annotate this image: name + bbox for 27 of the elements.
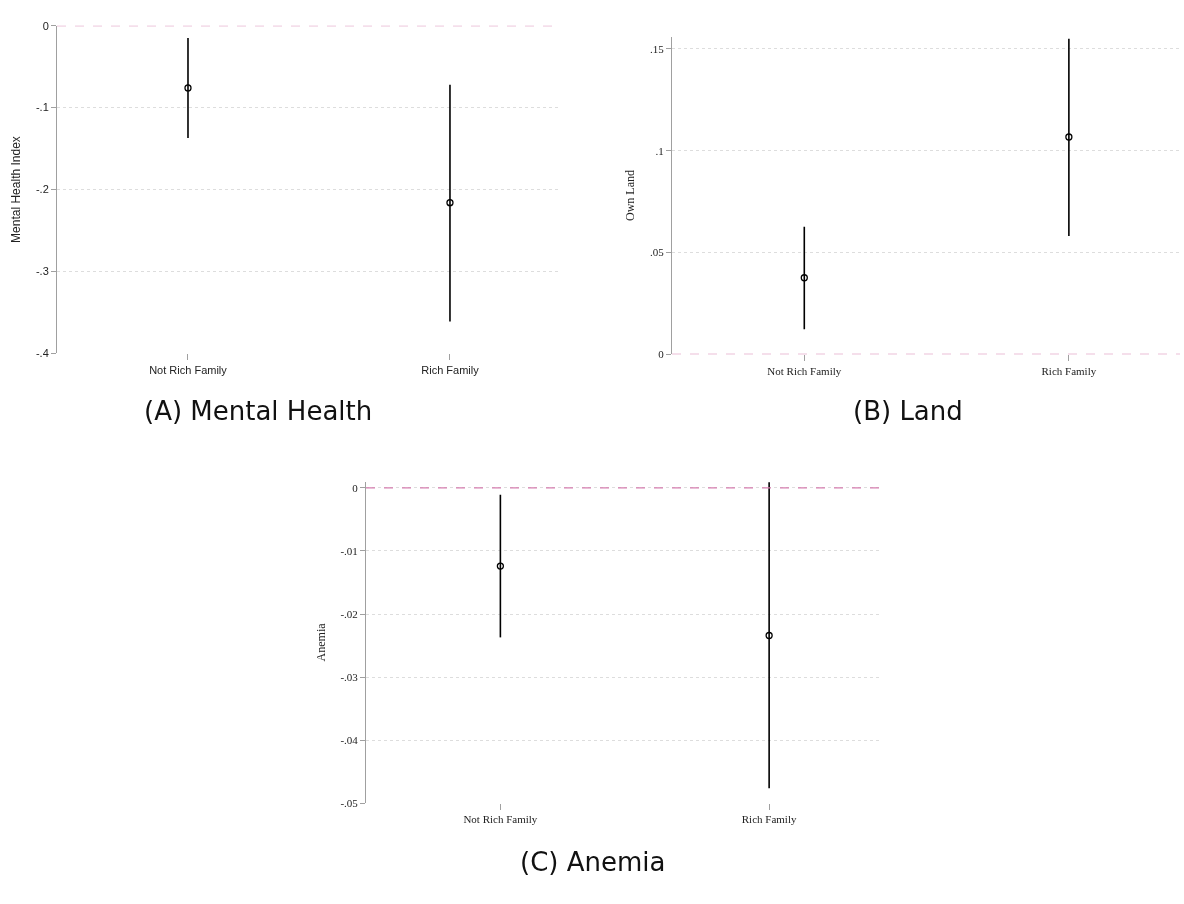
y-tick-label: -.3: [35, 265, 49, 278]
y-tick-label: .1: [655, 144, 664, 157]
x-tick-label: Rich Family: [741, 813, 797, 826]
y-tick-label: -.2: [35, 183, 49, 196]
y-axis-title: Anemia: [313, 622, 328, 662]
y-tick-label: 0: [658, 348, 665, 361]
x-tick-label: Not Rich Family: [767, 364, 842, 377]
y-tick-label: .15: [650, 42, 665, 55]
text: (B) Land: [853, 396, 963, 426]
y-tick-label: -.02: [340, 607, 358, 620]
y-axis-title: Mental Health Index: [9, 136, 24, 243]
text: (C) Anemia: [520, 847, 666, 877]
text: (A) Mental Health: [144, 396, 373, 426]
y-tick-label: -.1: [35, 101, 49, 114]
y-tick-label: 0: [42, 19, 49, 32]
y-tick-label: -.05: [340, 797, 359, 810]
y-tick-label: .05: [650, 246, 665, 259]
y-tick-label: 0: [352, 481, 359, 494]
x-tick-label: Not Rich Family: [463, 813, 538, 826]
x-tick-label: Rich Family: [1041, 364, 1097, 377]
y-tick-label: -.03: [340, 670, 359, 683]
y-tick-label: -.04: [340, 734, 359, 747]
y-axis-title: Own Land: [623, 169, 638, 221]
y-tick-label: -.01: [340, 544, 358, 557]
x-tick-label: Not Rich Family: [149, 363, 228, 376]
x-tick-label: Rich Family: [421, 363, 480, 376]
y-tick-label: -.4: [35, 347, 49, 360]
